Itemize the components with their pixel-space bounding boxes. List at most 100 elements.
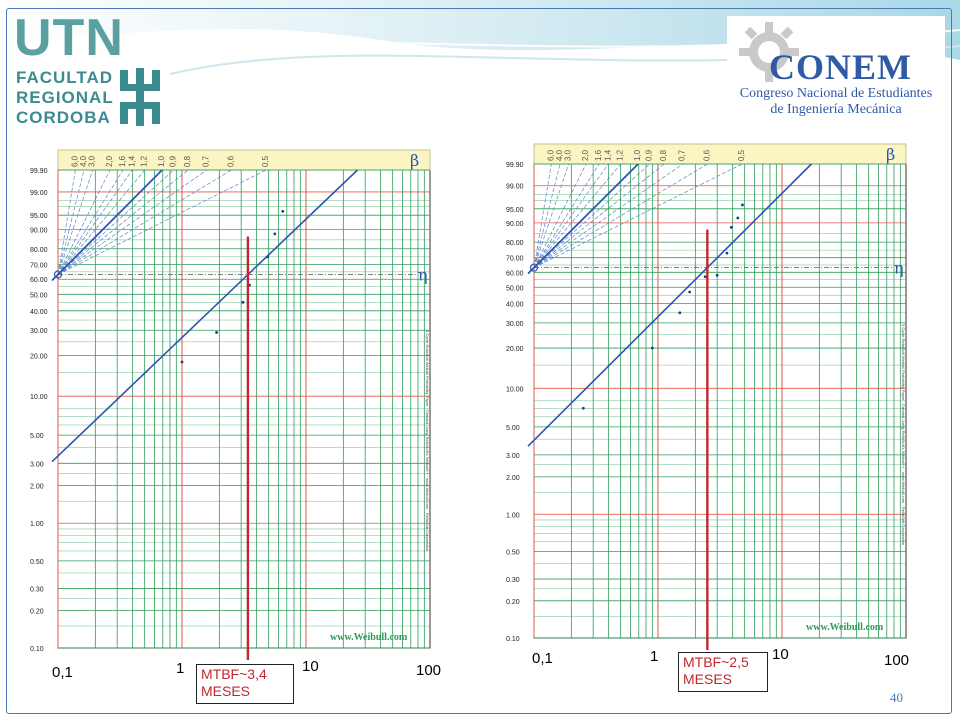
right-weibull-svg: 99.90 99.00 95.00 90.00 80.00 70.00 60.00 50.00…: [506, 143, 907, 650]
left-y-tick-label: 3.00: [30, 461, 44, 468]
left-beta-label: 1,6: [118, 155, 127, 167]
left-beta-ray: [57, 169, 124, 275]
left-x-tick-label-1: 1: [176, 660, 185, 677]
left-beta-ray: [57, 169, 111, 275]
right-mtbf-unit: MESES: [683, 671, 733, 687]
right-beta-label: 6,0: [546, 149, 555, 161]
right-y-tick-label: 5.00: [506, 425, 520, 432]
utn-logo-line-3: CORDOBA: [16, 108, 111, 127]
weibull-chart-right: 99.90 99.00 95.00 90.00 80.00 70.00 60.00 50.00…: [494, 142, 914, 650]
right-y-tick-label: 10.00: [506, 386, 524, 393]
left-y-tick-label: 30.00: [30, 328, 48, 335]
left-beta-label: 1,2: [140, 155, 149, 167]
left-weibull-svg: 99.90 99.00 95.00 90.00 80.00 70.00 60.00 50.00…: [30, 149, 431, 660]
right-beta-symbol: β: [886, 145, 895, 164]
right-data-point-10: [741, 203, 744, 207]
right-y-tick-label: 50.00: [506, 285, 524, 292]
right-beta-ray: [533, 163, 552, 268]
conem-logo: CONEM Congreso Nacional de Estudiantes d…: [727, 16, 945, 120]
right-y-tick-label: 90.00: [506, 221, 524, 228]
right-eta-symbol: η: [894, 259, 904, 278]
right-y-tick-label: 0.30: [506, 577, 520, 584]
left-x-tick-label-0-1: 0,1: [52, 664, 73, 681]
left-beta-ray: [57, 169, 232, 275]
left-beta-ray: [57, 169, 146, 275]
left-beta-ray: [57, 169, 94, 275]
right-y-tick-label: 3.00: [506, 453, 520, 460]
left-data-point-6: [273, 232, 277, 236]
page-number: 40: [890, 690, 903, 705]
left-fit-line: [51, 169, 359, 463]
right-data-point-6: [715, 273, 719, 277]
left-beta-pivot: [53, 270, 63, 279]
right-beta-ray: [533, 163, 587, 268]
right-y-tick-label: 95.00: [506, 207, 524, 214]
right-y-tick-label: 70.00: [506, 256, 524, 263]
left-beta-ray: [57, 169, 189, 275]
left-watermark: www.Weibull.com: [330, 632, 408, 643]
right-beta-ray: [533, 163, 743, 268]
utn-logo-icon: [120, 68, 160, 126]
left-y-tick-label: 60.00: [30, 277, 48, 284]
right-beta-label: 0,5: [737, 149, 746, 161]
left-data-point-2: [215, 331, 218, 334]
right-data-point-2: [650, 346, 654, 350]
right-y-tick-label: 60.00: [506, 270, 524, 277]
left-beta-label: 3,0: [88, 155, 97, 167]
left-mtbf-unit: MESES: [201, 683, 251, 699]
conem-subtitle-2: de Ingeniería Mecánica: [770, 102, 902, 117]
left-beta-label: 2,0: [105, 155, 114, 167]
right-data-point-3: [678, 311, 682, 315]
left-beta-label: 0,5: [261, 155, 270, 167]
left-beta-label: 1,0: [157, 155, 166, 167]
right-fit-line: [527, 163, 812, 447]
left-y-tick-label: 0.20: [30, 608, 44, 615]
right-y-tick-label: 2.00: [506, 475, 520, 482]
right-data-point-9: [736, 216, 740, 220]
right-y-tick-label: 40.00: [506, 302, 524, 309]
left-y-tick-label: 70.00: [30, 262, 48, 269]
left-y-tick-label: 2.00: [30, 483, 44, 490]
right-beta-ray: [533, 163, 600, 268]
right-beta-label: 0,6: [702, 149, 711, 161]
left-beta-symbol: β: [410, 151, 419, 170]
right-data-point-1: [581, 406, 585, 410]
left-beta-label: 1,4: [127, 155, 136, 167]
right-y-tick-label: 30.00: [506, 321, 524, 328]
left-beta-reference-line: [51, 169, 163, 282]
left-y-tick-label: 90.00: [30, 227, 48, 234]
left-beta-label: 6,0: [70, 155, 79, 167]
right-x-tick-label-1: 1: [650, 648, 659, 665]
right-beta-label: 2,0: [581, 149, 590, 161]
left-y-tick-label: 0.50: [30, 559, 44, 566]
left-beta-ray: [57, 169, 174, 275]
right-beta-ray: [533, 163, 570, 268]
right-beta-label: 4,0: [555, 149, 564, 161]
left-y-tick-label: 10.00: [30, 394, 48, 401]
right-y-tick-label: 20.00: [506, 346, 524, 353]
left-y-tick-label: 50.00: [30, 292, 48, 299]
right-beta-ray: [533, 163, 683, 268]
right-beta-ray: [533, 163, 650, 268]
left-eta-symbol: η: [418, 266, 428, 285]
left-y-tick-label: 5.00: [30, 433, 44, 440]
right-beta-pivot: [529, 263, 539, 272]
left-y-tick-label: 80.00: [30, 247, 48, 254]
left-data-point-3: [241, 300, 245, 304]
right-beta-ray: [533, 163, 665, 268]
right-mtbf-annotation: MTBF~2,5 MESES: [678, 652, 768, 692]
right-x-tick-label-10: 10: [772, 646, 789, 663]
right-beta-ray: [533, 163, 622, 268]
utn-logo-word: UTN: [14, 9, 124, 67]
left-beta-ray: [57, 169, 267, 275]
right-beta-label: 1,0: [633, 149, 642, 161]
right-beta-ray: [533, 163, 609, 268]
right-y-tick-label: 99.00: [506, 184, 524, 191]
right-beta-label: 1,6: [594, 149, 603, 161]
right-y-tick-label: 0.20: [506, 599, 520, 606]
left-beta-ray: [57, 169, 133, 275]
right-beta-label: 0,9: [645, 149, 654, 161]
left-y-tick-label: 20.00: [30, 354, 48, 361]
left-beta-label: 0,7: [202, 155, 211, 167]
